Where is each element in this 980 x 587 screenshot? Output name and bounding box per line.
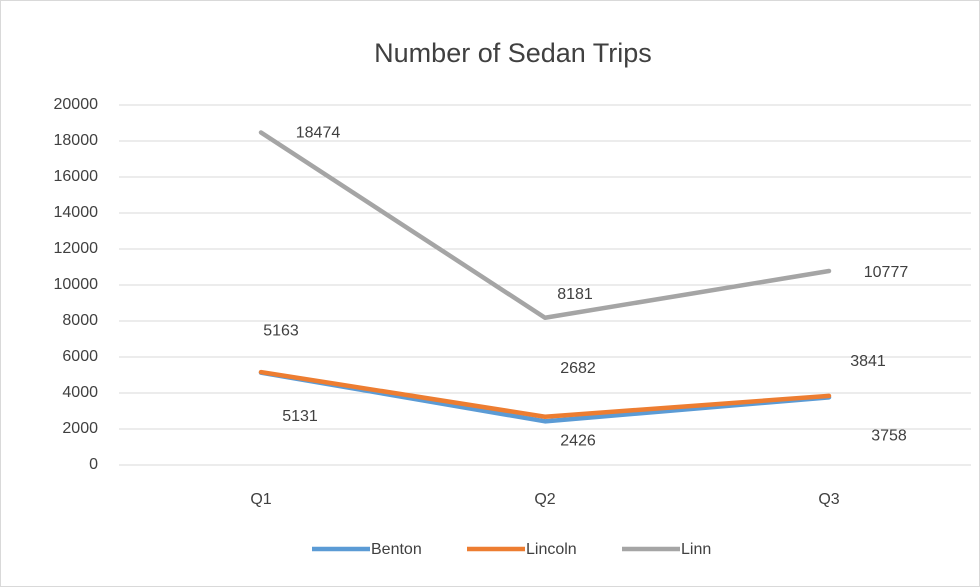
data-label: 3758 bbox=[871, 428, 907, 445]
series-line bbox=[258, 369, 832, 419]
legend-label: Benton bbox=[371, 541, 422, 558]
x-tick-label: Q1 bbox=[250, 491, 271, 508]
data-label: 5131 bbox=[282, 408, 318, 425]
y-tick-label: 12000 bbox=[54, 240, 99, 257]
series-line bbox=[258, 130, 832, 320]
data-label: 8181 bbox=[557, 286, 593, 303]
data-label: 10777 bbox=[864, 264, 909, 281]
y-tick-label: 20000 bbox=[54, 96, 99, 113]
x-tick-label: Q2 bbox=[534, 491, 555, 508]
y-tick-label: 10000 bbox=[54, 276, 99, 293]
data-label: 3841 bbox=[850, 353, 886, 370]
y-tick-label: 16000 bbox=[54, 168, 99, 185]
y-tick-label: 8000 bbox=[62, 312, 98, 329]
y-tick-label: 0 bbox=[89, 456, 98, 473]
data-label: 2426 bbox=[560, 433, 596, 450]
data-label: 5163 bbox=[263, 322, 299, 339]
y-tick-label: 18000 bbox=[54, 132, 99, 149]
chart-title: Number of Sedan Trips bbox=[374, 38, 652, 68]
data-label: 2682 bbox=[560, 360, 596, 377]
y-tick-label: 14000 bbox=[54, 204, 99, 221]
data-label: 18474 bbox=[296, 125, 341, 142]
y-tick-label: 4000 bbox=[62, 384, 98, 401]
y-tick-label: 6000 bbox=[62, 348, 98, 365]
x-tick-label: Q3 bbox=[818, 491, 839, 508]
legend-label: Lincoln bbox=[526, 541, 577, 558]
y-tick-label: 2000 bbox=[62, 420, 98, 437]
legend-label: Linn bbox=[681, 541, 711, 558]
